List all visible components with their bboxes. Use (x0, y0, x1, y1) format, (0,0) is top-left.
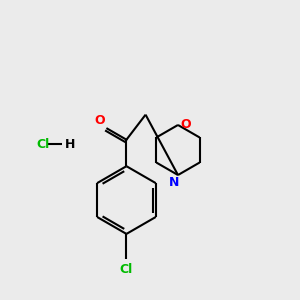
Text: Cl: Cl (37, 138, 50, 151)
Text: N: N (169, 176, 180, 190)
Text: O: O (94, 114, 105, 127)
Text: H: H (64, 138, 75, 151)
Text: O: O (180, 118, 191, 131)
Text: Cl: Cl (120, 263, 133, 276)
